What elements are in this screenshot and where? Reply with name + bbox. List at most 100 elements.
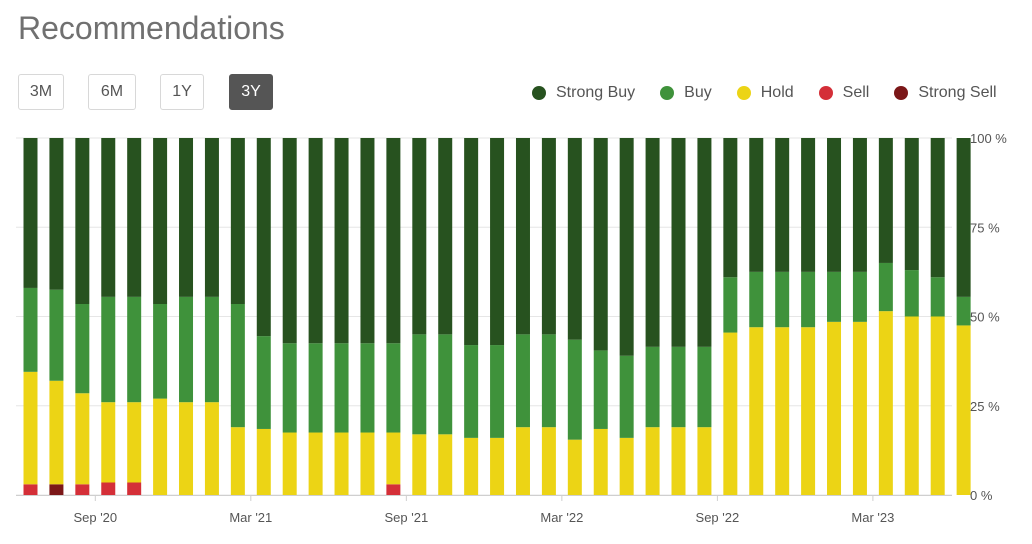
- bar-segment-sell[interactable]: [127, 482, 142, 495]
- bar-segment-strong-buy[interactable]: [567, 138, 582, 340]
- bar-segment-buy[interactable]: [801, 271, 816, 328]
- bar-segment-strong-buy[interactable]: [541, 138, 556, 335]
- bar-segment-hold[interactable]: [930, 316, 945, 496]
- bar-segment-strong-buy[interactable]: [904, 138, 919, 271]
- bar-segment-hold[interactable]: [412, 434, 427, 495]
- bar-segment-strong-buy[interactable]: [490, 138, 505, 346]
- bar-segment-buy[interactable]: [308, 343, 323, 433]
- legend-item-hold[interactable]: Hold: [736, 84, 794, 102]
- bar-segment-buy[interactable]: [464, 345, 479, 438]
- bar-segment-strong-buy[interactable]: [827, 138, 842, 272]
- bar-segment-strong-buy[interactable]: [438, 138, 453, 335]
- bar-segment-hold[interactable]: [567, 439, 582, 495]
- bar-segment-hold[interactable]: [827, 321, 842, 495]
- bar-segment-hold[interactable]: [334, 432, 349, 495]
- bar-segment-strong-buy[interactable]: [230, 138, 245, 305]
- bar-segment-strong-buy[interactable]: [619, 138, 634, 356]
- bar-segment-strong-buy[interactable]: [75, 138, 90, 305]
- bar-segment-hold[interactable]: [101, 402, 116, 483]
- bar-segment-hold[interactable]: [75, 393, 90, 485]
- bar-segment-hold[interactable]: [464, 437, 479, 495]
- bar-segment-hold[interactable]: [127, 402, 142, 483]
- bar-segment-sell[interactable]: [386, 484, 401, 495]
- bar-segment-hold[interactable]: [438, 434, 453, 495]
- bar-segment-strong-buy[interactable]: [282, 138, 297, 344]
- bar-segment-buy[interactable]: [671, 346, 686, 428]
- bar-segment-hold[interactable]: [490, 437, 505, 495]
- bar-segment-strong-buy[interactable]: [204, 138, 219, 297]
- bar-segment-hold[interactable]: [956, 325, 971, 495]
- bar-segment-strong-buy[interactable]: [801, 138, 816, 272]
- bar-segment-strong-buy[interactable]: [852, 138, 867, 272]
- bar-segment-hold[interactable]: [619, 437, 634, 495]
- bar-segment-buy[interactable]: [645, 346, 660, 428]
- bar-segment-buy[interactable]: [775, 271, 790, 328]
- bar-segment-strong-buy[interactable]: [775, 138, 790, 272]
- bar-segment-hold[interactable]: [23, 371, 38, 485]
- bar-segment-buy[interactable]: [179, 296, 194, 403]
- bar-segment-hold[interactable]: [179, 402, 194, 495]
- bar-segment-strong-buy[interactable]: [49, 138, 64, 290]
- bar-segment-hold[interactable]: [671, 427, 686, 495]
- bar-segment-hold[interactable]: [749, 327, 764, 495]
- bar-segment-sell[interactable]: [23, 484, 38, 495]
- bar-segment-buy[interactable]: [749, 271, 764, 328]
- bar-segment-hold[interactable]: [697, 427, 712, 495]
- bar-segment-strong-buy[interactable]: [515, 138, 530, 335]
- bar-segment-buy[interactable]: [127, 296, 142, 403]
- legend-item-buy[interactable]: Buy: [660, 84, 712, 102]
- bar-segment-buy[interactable]: [852, 271, 867, 322]
- bar-segment-strong-buy[interactable]: [360, 138, 375, 344]
- bar-segment-hold[interactable]: [541, 427, 556, 495]
- bar-segment-buy[interactable]: [697, 346, 712, 428]
- bar-segment-strong-buy[interactable]: [101, 138, 116, 297]
- bar-segment-hold[interactable]: [801, 327, 816, 495]
- bar-segment-buy[interactable]: [386, 343, 401, 433]
- bar-segment-strong-buy[interactable]: [671, 138, 686, 347]
- bar-segment-buy[interactable]: [256, 336, 271, 429]
- bar-segment-strong-buy[interactable]: [930, 138, 945, 278]
- bar-segment-strong-buy[interactable]: [412, 138, 427, 335]
- bar-segment-hold[interactable]: [282, 432, 297, 495]
- range-button-6m[interactable]: 6M: [88, 74, 136, 110]
- bar-segment-strong-buy[interactable]: [723, 138, 738, 278]
- bar-segment-buy[interactable]: [204, 296, 219, 403]
- bar-segment-hold[interactable]: [230, 427, 245, 495]
- bar-segment-hold[interactable]: [515, 427, 530, 495]
- bar-segment-strong-buy[interactable]: [386, 138, 401, 344]
- range-button-3m[interactable]: 3M: [18, 74, 64, 110]
- bar-segment-hold[interactable]: [256, 428, 271, 495]
- bar-segment-buy[interactable]: [567, 339, 582, 440]
- bar-segment-hold[interactable]: [308, 432, 323, 495]
- bar-segment-buy[interactable]: [23, 287, 38, 372]
- bar-segment-buy[interactable]: [49, 289, 64, 381]
- bar-segment-hold[interactable]: [775, 327, 790, 495]
- bar-segment-buy[interactable]: [101, 296, 116, 403]
- range-button-3y[interactable]: 3Y: [229, 74, 273, 110]
- bar-segment-buy[interactable]: [904, 270, 919, 317]
- bar-segment-buy[interactable]: [827, 271, 842, 322]
- bar-segment-hold[interactable]: [153, 398, 168, 495]
- bar-segment-sell[interactable]: [101, 482, 116, 495]
- bar-segment-strong-buy[interactable]: [593, 138, 608, 351]
- bar-segment-strong-buy[interactable]: [464, 138, 479, 346]
- bar-segment-hold[interactable]: [878, 311, 893, 495]
- bar-segment-hold[interactable]: [593, 428, 608, 495]
- bar-segment-buy[interactable]: [723, 277, 738, 333]
- bar-segment-hold[interactable]: [645, 427, 660, 495]
- bar-segment-strong-buy[interactable]: [23, 138, 38, 288]
- bar-segment-hold[interactable]: [723, 332, 738, 495]
- bar-segment-buy[interactable]: [515, 334, 530, 428]
- bar-segment-strong-buy[interactable]: [179, 138, 194, 297]
- bar-segment-strong-buy[interactable]: [878, 138, 893, 263]
- bar-segment-strong-buy[interactable]: [308, 138, 323, 344]
- bar-segment-buy[interactable]: [878, 262, 893, 312]
- bar-segment-buy[interactable]: [360, 343, 375, 433]
- bar-segment-buy[interactable]: [75, 304, 90, 394]
- bar-segment-hold[interactable]: [360, 432, 375, 495]
- bar-segment-strong-buy[interactable]: [153, 138, 168, 305]
- bar-segment-buy[interactable]: [619, 355, 634, 438]
- bar-segment-strong-sell[interactable]: [49, 484, 64, 495]
- bar-segment-buy[interactable]: [230, 304, 245, 428]
- bar-segment-buy[interactable]: [490, 345, 505, 438]
